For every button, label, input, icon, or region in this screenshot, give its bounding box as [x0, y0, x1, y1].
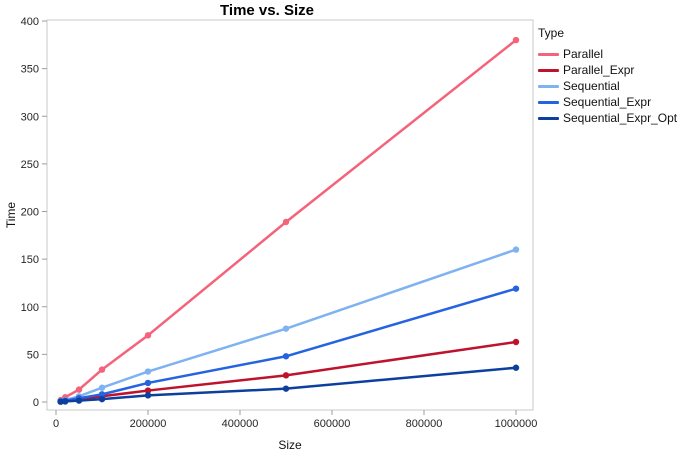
data-point-Sequential_Expr_Opt [282, 385, 290, 392]
legend-swatch-Parallel [538, 52, 559, 56]
y-tick-label: 100 [21, 302, 39, 314]
y-tick-label: 0 [33, 397, 39, 409]
y-tick-label: 350 [21, 64, 39, 76]
data-point-Sequential [282, 325, 290, 332]
legend-item-label: Sequential [563, 79, 620, 93]
data-point-Sequential [144, 368, 152, 375]
y-tick-label: 250 [21, 159, 39, 171]
data-point-Parallel [75, 386, 83, 393]
x-tick-label: 0 [53, 418, 59, 430]
data-point-Parallel [282, 218, 290, 226]
data-point-Parallel [144, 332, 152, 339]
legend: Type Parallel Parallel_Expr Sequential Sequ… [538, 26, 677, 126]
data-point-Sequential_Expr_Opt [57, 398, 64, 405]
data-point-Parallel [98, 366, 106, 373]
legend-swatch-Sequential_Expr [538, 100, 559, 104]
data-point-Sequential_Expr [512, 285, 520, 292]
data-point-Sequential_Expr_Opt [61, 398, 69, 405]
chart-title: Time vs. Size [220, 2, 314, 19]
x-tick-label: 200000 [130, 418, 167, 430]
legend-swatch-Parallel_Expr [538, 68, 559, 72]
data-point-Sequential_Expr_Opt [512, 364, 520, 371]
x-tick-label: 400000 [222, 418, 259, 430]
data-point-Sequential [98, 384, 106, 391]
y-axis-label: Time [4, 201, 18, 229]
legend-item-label: Sequential_Expr_Opt [563, 111, 678, 125]
data-point-Sequential_Expr_Opt [98, 395, 106, 403]
x-tick-label: 800000 [406, 418, 443, 430]
y-tick-label: 150 [21, 254, 39, 266]
legend-item-Sequential_Expr: Sequential_Expr [538, 94, 677, 110]
legend-title: Type [538, 26, 565, 40]
plot-area [46, 19, 534, 411]
legend-swatch-Sequential_Expr_Opt [538, 116, 559, 120]
y-tick-label: 50 [27, 349, 39, 361]
y-tick-label: 400 [21, 16, 39, 28]
data-point-Sequential [512, 246, 520, 253]
x-tick-label: 1000000 [495, 418, 538, 430]
data-point-Parallel [512, 36, 520, 44]
data-point-Parallel_Expr [144, 387, 152, 394]
legend-swatch-Sequential [538, 84, 559, 88]
data-point-Sequential_Expr [98, 391, 106, 398]
data-point-Parallel_Expr [282, 372, 290, 379]
legend-item-label: Parallel_Expr [563, 63, 635, 77]
legend-items: Parallel Parallel_Expr Sequential Sequentia… [538, 46, 677, 126]
legend-item-label: Sequential_Expr [563, 95, 652, 109]
legend-item-Parallel_Expr: Parallel_Expr [538, 62, 677, 78]
data-point-Parallel_Expr [512, 338, 520, 346]
data-point-Sequential_Expr_Opt [144, 392, 152, 399]
y-tick-label: 200 [21, 207, 39, 219]
legend-item-label: Parallel [563, 47, 604, 61]
x-axis-label: Size [278, 438, 302, 452]
legend-item-Sequential: Sequential [538, 78, 677, 94]
x-tick-label: 600000 [314, 418, 351, 430]
data-point-Sequential_Expr [144, 379, 152, 387]
data-point-Sequential_Expr_Opt [75, 397, 83, 404]
legend-item-Parallel: Parallel [538, 46, 677, 62]
y-tick-label: 300 [21, 111, 39, 123]
legend-item-Sequential_Expr_Opt: Sequential_Expr_Opt [538, 110, 677, 126]
data-point-Sequential_Expr [282, 353, 290, 360]
